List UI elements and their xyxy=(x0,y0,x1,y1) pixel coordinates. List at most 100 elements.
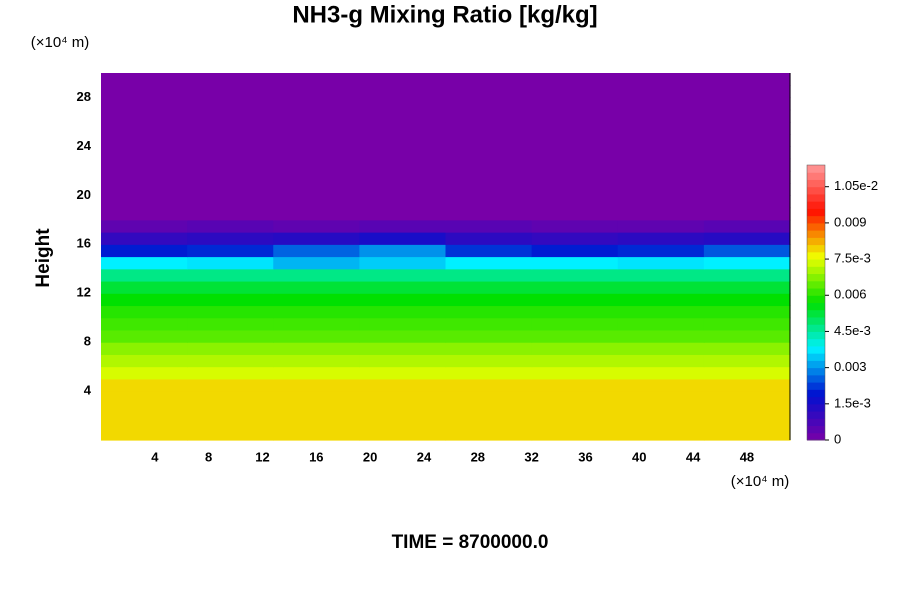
colorbar-cell xyxy=(807,432,825,441)
heatmap-cell xyxy=(703,391,791,404)
heatmap-cell xyxy=(531,342,619,355)
heatmap-cell xyxy=(617,378,705,392)
heatmap-cell xyxy=(617,146,705,160)
heatmap-cell xyxy=(273,256,360,270)
heatmap-cell xyxy=(273,280,360,294)
heatmap-cell xyxy=(617,342,705,355)
heatmap-cell xyxy=(273,109,360,123)
heatmap-cell xyxy=(445,109,533,123)
heatmap-cell xyxy=(703,317,791,331)
heatmap-cell xyxy=(187,97,274,111)
x-tick-label: 44 xyxy=(686,449,701,464)
heatmap-cell xyxy=(273,170,360,184)
heatmap-cell xyxy=(273,183,360,196)
heatmap-cell xyxy=(617,293,705,307)
heatmap-cell xyxy=(101,146,188,160)
heatmap-cell xyxy=(359,268,447,282)
heatmap-cell xyxy=(617,183,705,196)
heatmap-cell xyxy=(187,146,274,160)
heatmap-cell xyxy=(617,109,705,123)
colorbar-cell xyxy=(807,374,825,383)
colorbar-cell xyxy=(807,353,825,361)
heatmap-cell xyxy=(359,109,447,123)
colorbar-cell xyxy=(807,244,825,253)
heatmap-cell xyxy=(101,109,188,123)
heatmap-cell xyxy=(617,219,705,233)
colorbar-cell xyxy=(807,230,825,238)
colorbar-cell xyxy=(807,425,825,434)
colorbar-cell xyxy=(807,186,825,195)
heatmap-cell xyxy=(617,317,705,331)
heatmap-cell xyxy=(703,207,791,221)
heatmap-cell xyxy=(703,195,791,209)
heatmap-cell xyxy=(445,378,533,392)
colorbar-cell xyxy=(807,396,825,405)
heatmap-cell xyxy=(703,329,791,343)
heatmap-cell xyxy=(445,244,533,258)
heatmap-cell xyxy=(617,305,705,319)
colorbar-cell xyxy=(807,403,825,412)
heatmap-cell xyxy=(617,329,705,343)
heatmap-cell xyxy=(703,85,791,99)
heatmap-cell xyxy=(445,134,533,147)
heatmap-cell xyxy=(617,73,705,86)
heatmap-cell xyxy=(703,219,791,233)
colorbar-cell xyxy=(807,251,825,260)
heatmap-cell xyxy=(703,256,791,270)
heatmap-cell xyxy=(703,366,791,380)
heatmap-cell xyxy=(187,403,274,417)
y-axis-label: Height xyxy=(33,228,54,288)
heatmap-cell xyxy=(531,207,619,221)
heatmap-cell xyxy=(445,342,533,355)
colorbar-cell xyxy=(807,222,825,231)
heatmap-cell xyxy=(617,415,705,429)
heatmap-cell xyxy=(703,170,791,184)
colorbar-cell xyxy=(807,338,825,347)
heatmap-cell xyxy=(101,195,188,209)
y-tick-label: 28 xyxy=(77,89,91,104)
heatmap-cell xyxy=(101,207,188,221)
heatmap-cell xyxy=(445,354,533,368)
heatmap-cell xyxy=(445,427,533,441)
heatmap-cell xyxy=(531,170,619,184)
colorbar-cell xyxy=(807,193,825,202)
heatmap-cell xyxy=(531,354,619,368)
heatmap-cell xyxy=(703,305,791,319)
heatmap-cell xyxy=(703,73,791,86)
heatmap-cell xyxy=(531,391,619,404)
heatmap-cell xyxy=(531,427,619,441)
heatmap-cell xyxy=(617,134,705,147)
heatmap-cell xyxy=(273,268,360,282)
heatmap-cell xyxy=(531,268,619,282)
heatmap-cell xyxy=(531,232,619,245)
x-unit: (×10⁴ m) xyxy=(731,473,790,490)
x-tick-label: 48 xyxy=(740,449,754,464)
heatmap-cell xyxy=(531,293,619,307)
heatmap-cell xyxy=(273,146,360,160)
heatmap-cell xyxy=(359,256,447,270)
heatmap-cell xyxy=(531,366,619,380)
heatmap-cell xyxy=(101,73,188,86)
heatmap-cell xyxy=(617,121,705,135)
heatmap-cell xyxy=(617,97,705,111)
heatmap-cell xyxy=(703,146,791,160)
heatmap-cell xyxy=(187,329,274,343)
chart-title: NH3-g Mixing Ratio [kg/kg] xyxy=(292,1,597,28)
heatmap-cell xyxy=(273,293,360,307)
heatmap-cell xyxy=(101,354,188,368)
heatmap-cell xyxy=(617,391,705,404)
heatmap-cell xyxy=(445,121,533,135)
heatmap-cell xyxy=(445,415,533,429)
heatmap-cell xyxy=(703,378,791,392)
heatmap-cell xyxy=(273,121,360,135)
heatmap-cell xyxy=(445,158,533,172)
colorbar-cell xyxy=(807,208,825,217)
heatmap-cell xyxy=(187,293,274,307)
heatmap-cell xyxy=(445,232,533,245)
colorbar-cell xyxy=(807,266,825,275)
heatmap-cell xyxy=(187,232,274,245)
heatmap-cell xyxy=(187,158,274,172)
heatmap-cell xyxy=(187,280,274,294)
heatmap-cell xyxy=(445,280,533,294)
heatmap-cell xyxy=(273,232,360,245)
